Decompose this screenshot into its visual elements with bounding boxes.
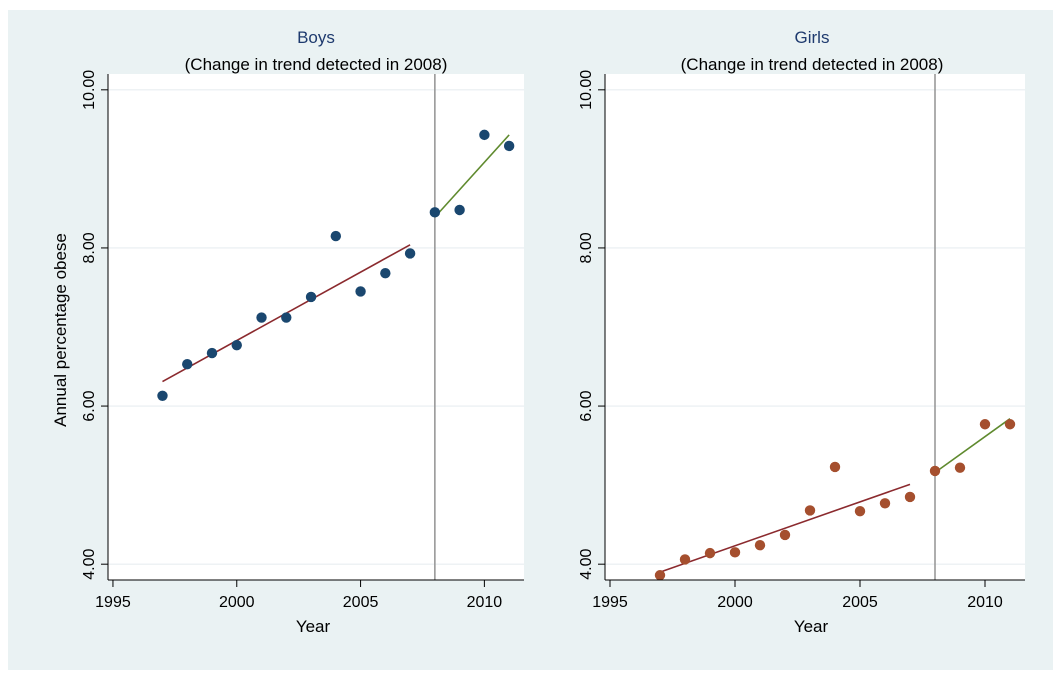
axis-layer: 4.00 6.00 8.00 10.00 1995 2000 2005 2010 <box>81 70 524 611</box>
x-tick-label: 2005 <box>842 594 878 611</box>
data-point <box>854 506 866 517</box>
x-tick-label: 1995 <box>95 594 131 611</box>
y-axis-label: Annual percentage obese <box>51 233 70 427</box>
y-tick-label: 8.00 <box>81 232 98 263</box>
data-point <box>829 461 841 473</box>
data-point <box>704 547 716 559</box>
trend-layer <box>659 418 1011 573</box>
y-tick-label: 6.00 <box>81 390 98 421</box>
data-point <box>256 312 267 323</box>
data-point <box>281 312 292 323</box>
data-point <box>503 140 515 152</box>
x-tick-label: 2010 <box>467 594 503 611</box>
chart-title: Girls <box>795 28 830 47</box>
x-axis-label: Year <box>794 617 829 636</box>
y-tick-label: 4.00 <box>578 549 595 580</box>
data-point <box>157 390 168 401</box>
data-point <box>330 230 342 242</box>
y-tick-label: 4.00 <box>81 549 98 580</box>
grid-layer <box>108 89 524 565</box>
data-point <box>879 498 891 509</box>
plot-area <box>605 74 1025 580</box>
data-point <box>182 358 193 370</box>
data-point <box>679 554 691 565</box>
data-point <box>231 339 242 351</box>
data-point <box>479 129 490 141</box>
y-tick-label: 8.00 <box>578 232 595 263</box>
x-tick-label: 2005 <box>343 594 379 611</box>
chart-subtitle: (Change in trend detected in 2008) <box>185 55 448 74</box>
x-tick-label: 2000 <box>219 594 255 611</box>
x-tick-label: 1995 <box>592 594 628 611</box>
point-layer <box>157 129 515 401</box>
data-point <box>380 268 391 279</box>
grid-layer <box>605 89 1025 565</box>
y-tick-label: 6.00 <box>578 390 595 421</box>
chart-subtitle: (Change in trend detected in 2008) <box>681 55 944 74</box>
data-point <box>355 286 366 297</box>
data-point <box>779 529 791 541</box>
data-point <box>754 540 766 551</box>
data-point <box>1004 419 1016 430</box>
y-tick-label: 10.00 <box>578 70 595 110</box>
data-point <box>206 347 218 359</box>
data-point <box>929 465 941 477</box>
y-tick-label: 10.00 <box>81 70 98 110</box>
plot-area <box>108 74 524 580</box>
data-point <box>305 291 317 303</box>
x-tick-label: 2010 <box>967 594 1003 611</box>
data-point <box>454 204 465 216</box>
data-point <box>654 570 666 581</box>
panel-boys: 4.00 6.00 8.00 10.00 1995 2000 2005 2010 Boys (… <box>51 28 524 636</box>
data-point <box>429 207 441 218</box>
point-layer <box>654 419 1016 581</box>
post-trend-line <box>434 134 510 218</box>
data-point <box>804 505 816 516</box>
chart-title: Boys <box>297 28 335 47</box>
post-trend-line <box>934 418 1011 474</box>
data-point <box>404 248 416 259</box>
data-point <box>904 491 916 503</box>
x-axis-label: Year <box>296 617 331 636</box>
data-point <box>954 462 966 473</box>
pre-trend-line <box>659 483 911 573</box>
data-point <box>979 419 991 430</box>
x-tick-label: 2000 <box>717 594 753 611</box>
axis-layer: 4.00 6.00 8.00 10.00 1995 2000 2005 2010 <box>578 70 1025 611</box>
data-point <box>729 547 741 558</box>
